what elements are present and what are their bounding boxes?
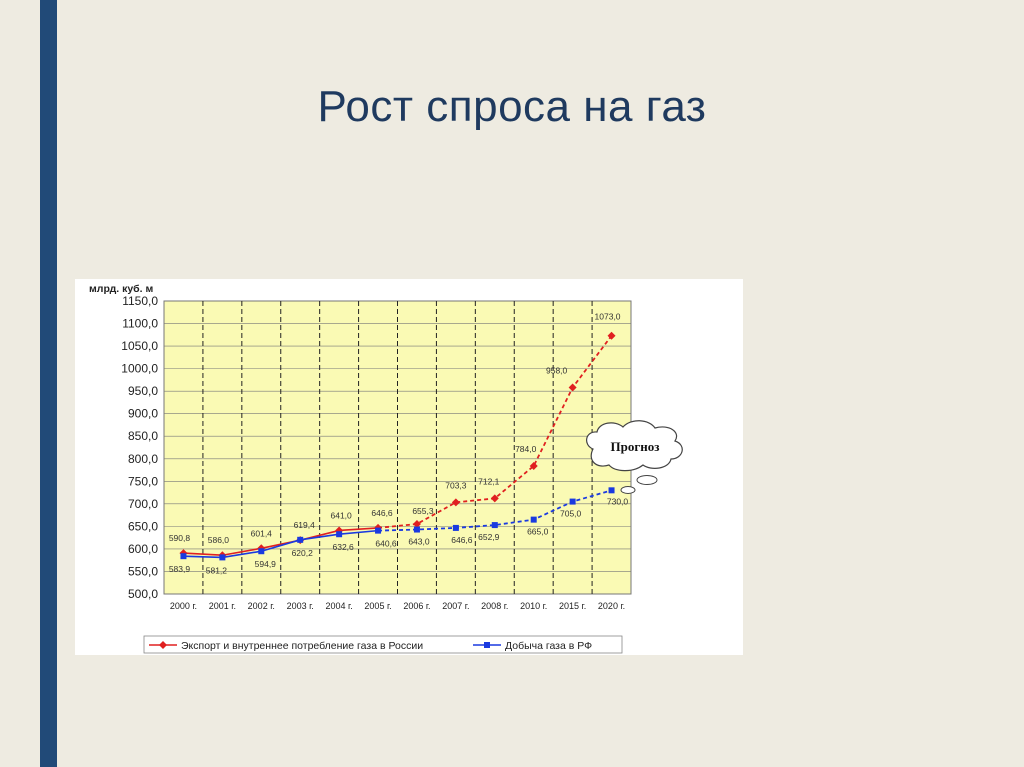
data-label: 703,3 — [445, 480, 467, 490]
data-label: 590,8 — [169, 533, 191, 543]
data-point-marker — [452, 524, 459, 531]
data-label: 640,6 — [375, 539, 397, 549]
series-line-actual — [183, 527, 379, 557]
data-label: 586,0 — [208, 535, 230, 545]
data-label: 665,0 — [527, 527, 549, 537]
cloud-tail — [636, 475, 658, 485]
data-label: 705,0 — [560, 509, 582, 519]
y-tick-label: 1000,0 — [121, 362, 158, 376]
legend-swatch-marker — [159, 641, 167, 649]
x-tick-label: 2003 г. — [287, 601, 314, 611]
data-point-marker — [219, 554, 226, 561]
legend-box — [143, 635, 623, 654]
chart-container: 500,0 550,0 600,0 650,0 700,0 750,0 800,0 850,0… — [75, 279, 743, 655]
data-label: 594,9 — [255, 559, 277, 569]
data-label: 620,2 — [292, 548, 314, 558]
y-tick-label: 800,0 — [128, 452, 158, 466]
forecast-cloud — [586, 420, 683, 472]
x-tick-label: 2015 г. — [559, 601, 586, 611]
legend-label: Экспорт и внутреннее потребление газа в … — [181, 640, 423, 652]
data-label: 958,0 — [546, 366, 568, 376]
data-label: 641,0 — [330, 510, 352, 520]
data-label: 712,1 — [478, 476, 500, 486]
series-line-actual — [183, 529, 379, 559]
data-label: 601,4 — [251, 528, 273, 538]
data-point-marker — [375, 527, 382, 534]
x-tick-label: 2010 г. — [520, 601, 547, 611]
data-point-marker — [490, 494, 499, 503]
data-point-marker — [413, 526, 420, 533]
y-tick-label: 850,0 — [128, 429, 158, 443]
x-tick-label: 2006 г. — [403, 601, 430, 611]
data-label: 632,6 — [332, 542, 354, 552]
data-point-marker — [258, 548, 265, 555]
x-tick-label: 2020 г. — [598, 601, 625, 611]
data-label: 1073,0 — [595, 312, 621, 322]
data-label: 655,3 — [412, 506, 434, 516]
cloud-tail — [620, 486, 636, 494]
y-tick-label: 1100,0 — [122, 317, 158, 331]
data-point-marker — [569, 498, 576, 505]
data-point-marker — [336, 531, 343, 538]
x-tick-label: 2007 г. — [442, 601, 469, 611]
x-tick-label: 2008 г. — [481, 601, 508, 611]
data-label: 784,0 — [515, 444, 537, 454]
y-tick-label: 600,0 — [128, 542, 158, 556]
data-label: 619,4 — [294, 520, 316, 530]
gas-demand-chart: 500,0 550,0 600,0 650,0 700,0 750,0 800,0 850,0… — [89, 283, 683, 654]
data-point-marker — [530, 516, 537, 523]
y-tick-label: 750,0 — [128, 474, 158, 488]
y-tick-label: 950,0 — [128, 384, 158, 398]
data-point-marker — [491, 522, 498, 529]
y-tick-label: 650,0 — [128, 519, 158, 533]
x-tick-label: 2005 г. — [364, 601, 391, 611]
data-point-marker — [529, 461, 538, 470]
y-tick-label: 500,0 — [128, 587, 158, 601]
data-point-marker — [179, 549, 188, 558]
legend-swatch-marker — [484, 642, 490, 648]
y-tick-label: 1150,0 — [122, 294, 158, 308]
x-tick-label: 2001 г. — [209, 601, 236, 611]
y-tick-label: 550,0 — [128, 564, 158, 578]
forecast-annotation: Прогноз — [611, 439, 660, 454]
data-point-marker — [608, 487, 615, 494]
data-label: 646,6 — [451, 535, 473, 545]
data-point-marker — [568, 383, 577, 392]
y-tick-label: 1050,0 — [121, 339, 158, 353]
data-label: 643,0 — [408, 537, 430, 547]
data-point-marker — [451, 498, 460, 507]
legend-label: Добыча газа в РФ — [505, 640, 592, 652]
y-tick-label: 700,0 — [128, 497, 158, 511]
data-point-marker — [180, 553, 187, 560]
data-point-marker — [607, 331, 616, 340]
data-label: 646,6 — [371, 508, 393, 518]
data-label: 581,2 — [206, 565, 228, 575]
slide-title: Рост спроса на газ — [317, 82, 707, 131]
data-point-marker — [297, 536, 304, 543]
left-accent-bar — [40, 0, 57, 767]
data-label: 652,9 — [478, 532, 500, 542]
data-label: 583,9 — [169, 564, 191, 574]
x-tick-label: 2002 г. — [248, 601, 275, 611]
y-axis-label: млрд. куб. м — [89, 283, 154, 295]
y-tick-label: 900,0 — [128, 407, 158, 421]
x-tick-label: 2000 г. — [170, 601, 197, 611]
x-tick-label: 2004 г. — [326, 601, 353, 611]
data-label: 730,0 — [607, 496, 629, 506]
data-point-marker — [412, 519, 421, 528]
